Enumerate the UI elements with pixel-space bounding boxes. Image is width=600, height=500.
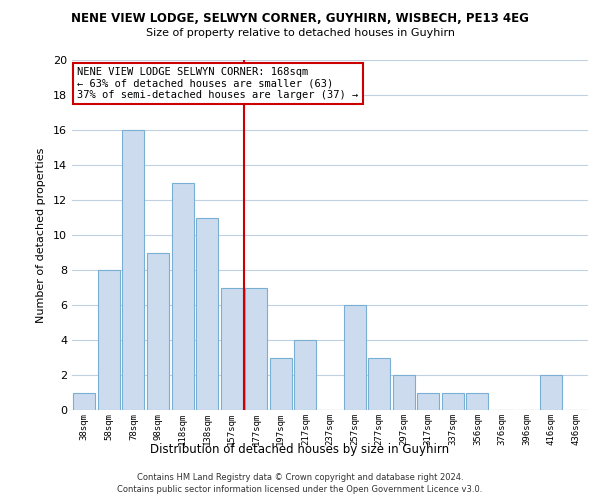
Text: Contains public sector information licensed under the Open Government Licence v3: Contains public sector information licen… (118, 485, 482, 494)
Text: NENE VIEW LODGE, SELWYN CORNER, GUYHIRN, WISBECH, PE13 4EG: NENE VIEW LODGE, SELWYN CORNER, GUYHIRN,… (71, 12, 529, 26)
Bar (417, 392, 439, 410)
Bar (344, 305, 365, 410)
Text: Distribution of detached houses by size in Guyhirn: Distribution of detached houses by size … (151, 442, 449, 456)
Bar (295, 340, 316, 410)
Bar (147, 252, 169, 410)
Bar (466, 392, 488, 410)
Bar (196, 218, 218, 410)
Bar (221, 288, 243, 410)
Text: Contains HM Land Registry data © Crown copyright and database right 2024.: Contains HM Land Registry data © Crown c… (137, 472, 463, 482)
Bar (368, 358, 390, 410)
Bar (73, 392, 95, 410)
Bar (270, 358, 292, 410)
Bar (122, 130, 145, 410)
Bar (392, 375, 415, 410)
Bar (172, 182, 194, 410)
Text: NENE VIEW LODGE SELWYN CORNER: 168sqm
← 63% of detached houses are smaller (63)
: NENE VIEW LODGE SELWYN CORNER: 168sqm ← … (77, 67, 358, 100)
Bar (98, 270, 120, 410)
Text: Size of property relative to detached houses in Guyhirn: Size of property relative to detached ho… (146, 28, 455, 38)
Y-axis label: Number of detached properties: Number of detached properties (36, 148, 46, 322)
Bar (540, 375, 562, 410)
Bar (245, 288, 268, 410)
Bar (442, 392, 464, 410)
